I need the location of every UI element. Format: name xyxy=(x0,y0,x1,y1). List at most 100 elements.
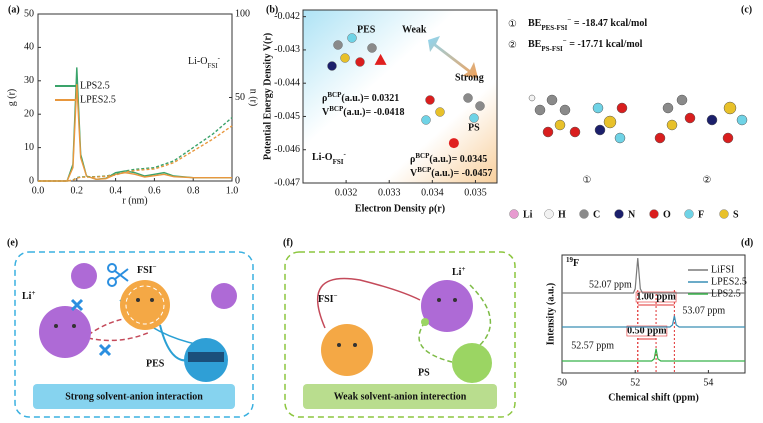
li-label-part: Li xyxy=(452,267,462,278)
y-tick-label: -0.043 xyxy=(274,44,300,55)
bcp-value: ρBCP(a.u.)= 0.0321 xyxy=(322,91,399,105)
atom-swatch xyxy=(544,209,554,219)
interaction xyxy=(87,331,151,342)
atom xyxy=(469,113,479,123)
mask xyxy=(188,352,224,362)
li-face xyxy=(39,306,91,358)
binding-energy-part: BE xyxy=(528,39,542,50)
strong-label: Strong xyxy=(455,72,484,83)
bcp-value-part: V xyxy=(410,168,418,179)
y2-tick-label: 0 xyxy=(235,175,240,186)
x-tick-label: 52 xyxy=(630,377,640,388)
atom xyxy=(435,107,445,117)
cut-mark xyxy=(70,298,112,357)
atom-label: C xyxy=(593,209,600,220)
rdf-line xyxy=(38,84,232,182)
x-tick-label: 0.8 xyxy=(187,185,200,196)
bcp-value-part: BCP xyxy=(329,105,344,113)
binding-energy: BEPS-FSI− = -17.71 kcal/mol xyxy=(528,37,643,53)
x-tick-label: 0.034 xyxy=(421,187,444,198)
contact xyxy=(421,318,429,326)
caption-box xyxy=(303,384,497,409)
fsi-label-part: FSI xyxy=(318,294,334,305)
x-tick-label: 0.032 xyxy=(335,187,358,198)
bcp-value-part: ρ xyxy=(322,93,327,104)
fsi-label: FSI− xyxy=(137,263,157,277)
binding-energy-part: − xyxy=(563,37,567,45)
annotation-part: FSI xyxy=(207,62,218,70)
bcp-value-part: BCP xyxy=(327,91,342,99)
bcp-value-part: (a.u.)= 0.0321 xyxy=(341,93,399,104)
atom-swatch xyxy=(614,209,624,219)
legend-label: LPES2.5 xyxy=(711,276,747,287)
legend-label: LiFSI xyxy=(711,264,734,275)
shift-label: 0.50 ppm xyxy=(627,325,667,336)
y-tick-label: -0.046 xyxy=(274,144,300,155)
fsi-label-part: FSI xyxy=(137,265,153,276)
fsi-face xyxy=(120,280,170,330)
atom-swatch xyxy=(579,209,589,219)
spectrum xyxy=(562,257,745,294)
atom xyxy=(367,43,377,53)
plot-frame xyxy=(561,254,746,374)
annotation: Li-OFSI- xyxy=(312,150,346,166)
x-tick-label: 0.033 xyxy=(378,187,401,198)
bcp-value: ρBCP(a.u.)= 0.0345 xyxy=(410,152,487,166)
y-tick-label: 10 xyxy=(24,142,34,153)
panel-label: (a) xyxy=(8,4,20,15)
atom xyxy=(327,61,337,71)
spectrum xyxy=(562,315,745,328)
trend-arrow xyxy=(428,36,478,78)
circled-number: ① xyxy=(508,19,517,30)
binding-energy-part: − xyxy=(567,16,571,24)
x-tick-label: 0.4 xyxy=(109,185,122,196)
rdf-line xyxy=(38,67,232,182)
legend-label: LPS2.5 xyxy=(711,288,741,299)
y-tick-label: 0 xyxy=(29,175,34,186)
atom-swatch xyxy=(719,209,729,219)
x-axis-label: Electron Density ρ(r) xyxy=(355,203,445,214)
atom-label: S xyxy=(733,209,739,220)
molecule-number: ① xyxy=(583,175,592,186)
molecule-number: ② xyxy=(703,175,712,186)
legend-label: LPS2.5 xyxy=(80,80,110,91)
y2-axis-label: n (r) xyxy=(248,89,259,107)
atom-swatch xyxy=(649,209,659,219)
y2-tick-label: 100 xyxy=(235,8,250,19)
solvent-label: PES xyxy=(146,358,165,369)
y-axis-label: g (r) xyxy=(6,89,17,107)
x-tick-label: 0.035 xyxy=(464,187,487,198)
y-axis-label: Intensity (a.u.) xyxy=(545,283,556,346)
x-tick-label: 50 xyxy=(557,377,567,388)
caption-box xyxy=(33,384,235,409)
bcp-value: VBCP(a.u.)= -0.0457 xyxy=(410,166,492,180)
weak-label: Weak xyxy=(402,24,427,35)
binding-energy-part: = -18.47 kcal/mol xyxy=(571,18,647,29)
y-tick-label: -0.045 xyxy=(274,111,300,122)
panel-label: (d) xyxy=(741,237,753,248)
li-label: Li+ xyxy=(452,265,465,279)
bcp-value-part: (a.u.)= -0.0418 xyxy=(343,107,404,118)
peak-label: 53.07 ppm xyxy=(682,305,725,316)
atom-swatch xyxy=(684,209,694,219)
y-tick-label: 30 xyxy=(24,75,34,86)
li-label-part: + xyxy=(31,289,35,297)
bcp-value-part: BCP xyxy=(415,152,430,160)
fsi-label-part: − xyxy=(153,263,157,271)
atom xyxy=(340,53,350,63)
y-tick-label: -0.042 xyxy=(274,11,300,22)
atom-swatch xyxy=(509,209,519,219)
atom-label: O xyxy=(663,209,671,220)
li-label-part: + xyxy=(461,265,465,273)
caption: Weak solvent-anion interection xyxy=(334,391,467,402)
nucleus-part: 19 xyxy=(566,256,574,264)
annotation-part: FSI xyxy=(333,158,344,166)
binding-energy-part: PES-FSI xyxy=(541,24,567,32)
li-face xyxy=(421,280,473,332)
interaction xyxy=(87,317,131,336)
y-tick-label: 20 xyxy=(24,108,34,119)
x-axis-label: r (nm) xyxy=(122,195,147,206)
solvent-label: PS xyxy=(418,367,430,378)
shift-box xyxy=(626,325,668,337)
